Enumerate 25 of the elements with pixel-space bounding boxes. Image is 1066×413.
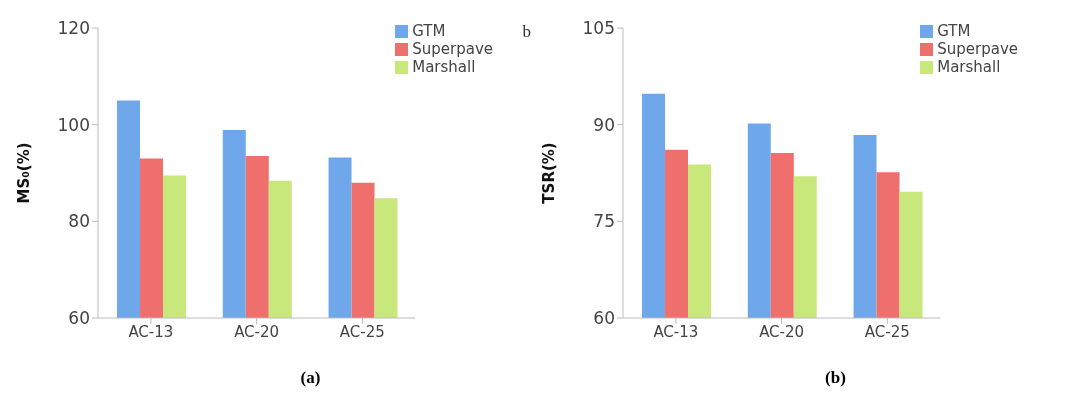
y-tick-label: 90 xyxy=(593,114,615,135)
x-tick-label: AC-25 xyxy=(864,322,910,341)
x-tick-label: AC-13 xyxy=(653,322,699,341)
y-tick-label: 120 xyxy=(57,18,90,39)
y-tick-label: 60 xyxy=(68,308,90,329)
text: (a) xyxy=(299,368,322,388)
x-tick-label: AC-13 xyxy=(128,322,174,341)
legend-label: Superpave xyxy=(412,40,493,58)
y-tick-label: 105 xyxy=(582,18,615,39)
x-tick-label: AC-25 xyxy=(339,322,385,341)
text: (b) xyxy=(824,368,847,388)
text: b xyxy=(522,22,531,42)
y-tick-label: 60 xyxy=(593,308,615,329)
y-tick-label: 80 xyxy=(68,211,90,232)
x-tick-label: AC-20 xyxy=(759,322,805,341)
y-axis-title: MS₀(%) xyxy=(15,142,34,204)
y-tick-label: 100 xyxy=(57,114,90,135)
legend-label: Marshall xyxy=(412,58,476,76)
legend-label: GTM xyxy=(412,22,446,40)
legend-label: Marshall xyxy=(937,58,1001,76)
x-tick-label: AC-20 xyxy=(234,322,280,341)
legend-label: Superpave xyxy=(937,40,1018,58)
y-tick-label: 75 xyxy=(593,211,615,232)
legend-label: GTM xyxy=(937,22,971,40)
y-axis-title: TSR(%) xyxy=(540,142,559,204)
